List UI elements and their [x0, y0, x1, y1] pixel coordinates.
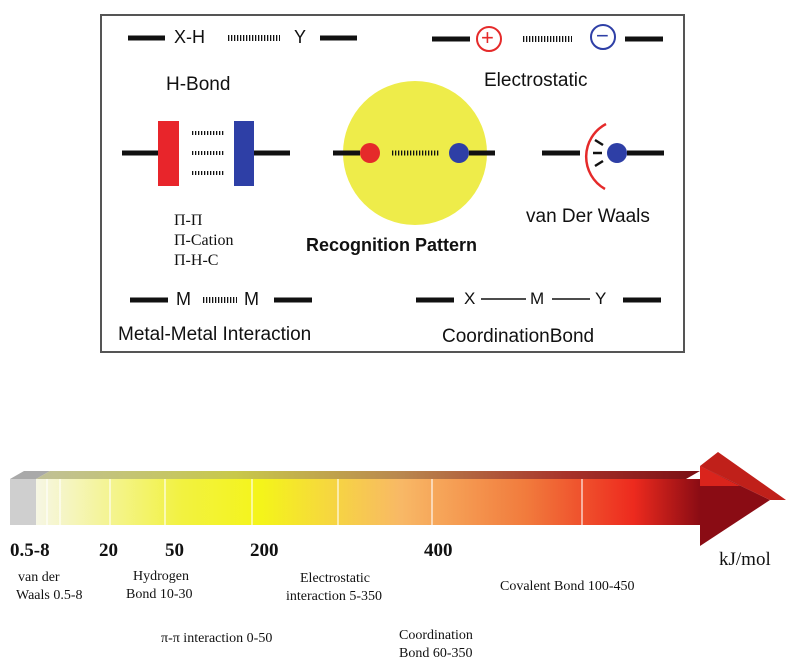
recognition-pattern-title: Recognition Pattern [306, 235, 478, 255]
hbond-name: H-Bond [166, 74, 231, 95]
tick-label: 200 [250, 540, 279, 561]
plus-charge-icon [476, 26, 502, 52]
vdw-range-line-1: van der [18, 570, 60, 585]
vdw-dash-3 [594, 159, 604, 168]
pi-red-plate [158, 121, 179, 186]
pi-hc-label: Π-H-C [174, 252, 219, 269]
metal-metal-name: Metal-Metal Interaction [118, 324, 312, 345]
coord-m-label: M [530, 289, 545, 308]
minus-sign: − [596, 23, 609, 48]
pi-cation-label: Π-Cation [174, 232, 234, 249]
pi-blue-plate [234, 121, 254, 186]
recognition-circle [343, 81, 487, 225]
coordination-bond-name: CoordinationBond [442, 326, 595, 347]
pi-pi-label: Π-Π [174, 212, 203, 229]
vdw-blue-dot [607, 143, 627, 163]
electrostatic-range-line-1: Electrostatic [300, 571, 370, 586]
pi-range-label: π-π interaction 0-50 [161, 631, 273, 646]
vdw-name: van Der Waals [526, 206, 650, 227]
metal-left-label: M [176, 289, 191, 309]
tick-label: 20 [99, 540, 118, 561]
covalent-range-label: Covalent Bond 100-450 [500, 579, 635, 594]
coord-y-label: Y [595, 289, 607, 308]
coordination-range-line-2: Bond 60-350 [399, 646, 473, 661]
hydrogen-range-line-2: Bond 10-30 [126, 587, 193, 602]
unit-label: kJ/mol [719, 549, 771, 570]
metal-right-label: M [244, 289, 259, 309]
vdw-range-line-2: Waals 0.5-8 [16, 588, 83, 603]
tick-label: 50 [165, 540, 184, 561]
vdw-contact-arc [584, 122, 607, 191]
hbond-xh-label: X-H [174, 27, 205, 47]
tick-label: 400 [424, 540, 453, 561]
coord-x-label: X [464, 289, 476, 308]
electrostatic-name: Electrostatic [484, 70, 588, 91]
center-red-dot [360, 143, 380, 163]
vdw-dash-1 [594, 138, 604, 147]
hbond-y-label: Y [294, 27, 307, 47]
center-blue-dot [449, 143, 469, 163]
electrostatic-range-line-2: interaction 5-350 [286, 589, 383, 604]
tick-label: 0.5-8 [10, 540, 50, 561]
minus-charge-icon [590, 24, 616, 50]
hydrogen-range-line-1: Hydrogen [133, 569, 189, 584]
plus-sign: + [481, 25, 494, 50]
coordination-range-line-1: Coordination [399, 628, 473, 643]
